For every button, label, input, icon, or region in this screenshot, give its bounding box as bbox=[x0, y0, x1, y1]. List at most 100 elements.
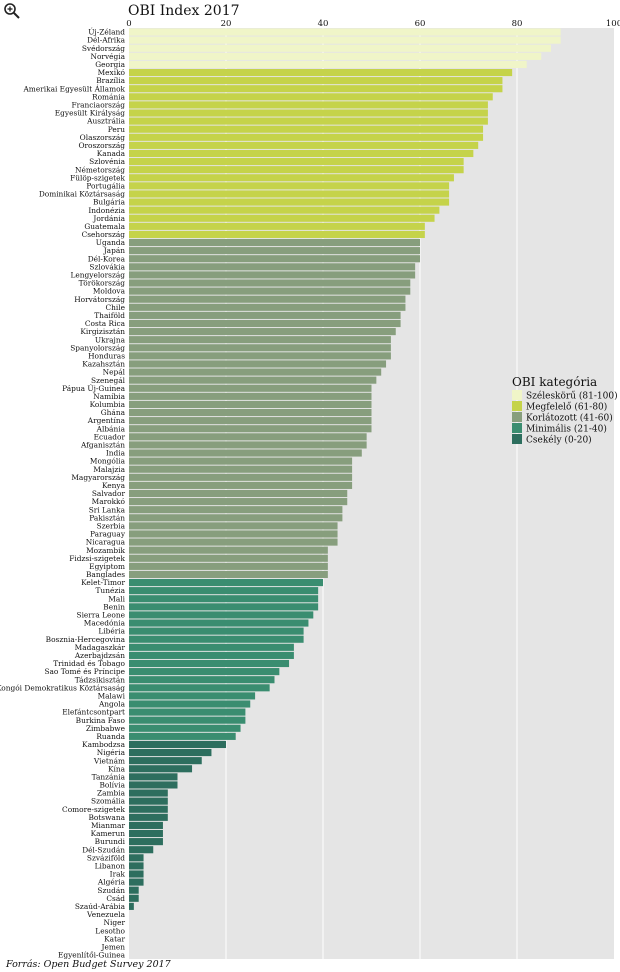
category-label: Dominikai Köztársaság bbox=[39, 190, 125, 199]
category-label: Niger bbox=[104, 918, 126, 927]
bar bbox=[129, 238, 420, 247]
category-label: Ruanda bbox=[96, 732, 125, 741]
category-label: Kenya bbox=[102, 481, 126, 490]
source-note: Forrás: Open Budget Survey 2017 bbox=[6, 959, 171, 970]
legend-swatch bbox=[512, 423, 522, 433]
category-label: Malajzia bbox=[93, 465, 125, 474]
category-label: Spanyolország bbox=[70, 343, 125, 352]
bar bbox=[129, 611, 314, 619]
bar bbox=[129, 149, 474, 158]
category-label: Madagaszkár bbox=[75, 643, 126, 652]
bar bbox=[129, 902, 134, 910]
category-label: Csehország bbox=[82, 230, 126, 239]
category-label: Thaiföld bbox=[94, 311, 125, 320]
category-label: Libanon bbox=[95, 862, 126, 871]
category-label: Szenegál bbox=[91, 376, 126, 385]
bar bbox=[129, 182, 450, 190]
bar bbox=[129, 773, 178, 781]
bar bbox=[129, 368, 382, 376]
category-label: Bolívia bbox=[99, 781, 125, 790]
bar bbox=[129, 724, 241, 732]
bar bbox=[129, 498, 348, 506]
category-label: Sri Lanka bbox=[89, 505, 126, 514]
category-label: Macedónia bbox=[84, 619, 126, 628]
bar bbox=[129, 141, 479, 149]
x-tick-label: 80 bbox=[512, 19, 523, 29]
category-label: Jordánia bbox=[92, 214, 125, 223]
category-label: Pápua Új-Guinea bbox=[62, 384, 125, 393]
bar bbox=[129, 530, 338, 538]
category-label: Szaúd-Arábia bbox=[75, 902, 126, 911]
category-label: Nigéria bbox=[97, 748, 126, 757]
x-tick-label: 40 bbox=[318, 19, 329, 29]
bar bbox=[129, 28, 561, 36]
category-label: Paraguay bbox=[90, 530, 126, 539]
bar bbox=[129, 838, 163, 846]
category-label: Nicaragua bbox=[86, 538, 126, 547]
bar bbox=[129, 797, 168, 805]
chart-title: OBI Index 2017 bbox=[128, 3, 240, 19]
category-label: Malawi bbox=[98, 691, 126, 700]
bar bbox=[129, 255, 420, 263]
category-label: Kambodzsa bbox=[82, 740, 126, 749]
bar bbox=[129, 473, 353, 481]
bar bbox=[129, 425, 372, 433]
category-label: Algéria bbox=[97, 878, 126, 887]
bar bbox=[129, 506, 343, 514]
bar bbox=[129, 279, 411, 287]
category-label: Kirgizisztán bbox=[80, 327, 125, 336]
bar bbox=[129, 222, 425, 230]
x-tick-label: 100 bbox=[606, 19, 620, 29]
bar bbox=[129, 748, 212, 757]
category-label: Mongólia bbox=[90, 457, 126, 466]
category-label: Irak bbox=[110, 870, 126, 879]
category-label: Bulgária bbox=[93, 198, 126, 207]
category-label: Ausztrália bbox=[86, 117, 125, 126]
category-label: Jemen bbox=[101, 942, 126, 951]
bar bbox=[129, 271, 416, 279]
category-label: Fidzsi-szigetek bbox=[69, 554, 125, 563]
bar bbox=[129, 570, 328, 579]
category-label: Egyesült Királyság bbox=[55, 109, 125, 118]
bar bbox=[129, 765, 193, 773]
bar bbox=[129, 740, 226, 749]
bar bbox=[129, 465, 353, 473]
bar bbox=[129, 230, 425, 239]
legend-label: Széleskörű (81-100) bbox=[526, 391, 618, 402]
category-label: Burundi bbox=[95, 837, 126, 846]
bar bbox=[129, 303, 406, 311]
bar bbox=[129, 587, 319, 595]
category-label: Szerbia bbox=[97, 521, 126, 530]
bar bbox=[129, 392, 372, 400]
bar bbox=[129, 578, 323, 587]
bar bbox=[129, 854, 144, 862]
category-label: Honduras bbox=[88, 351, 125, 360]
category-label: Szomália bbox=[91, 797, 126, 806]
bar bbox=[129, 328, 396, 336]
bar bbox=[129, 732, 236, 740]
bar bbox=[129, 538, 338, 546]
x-tick-label: 0 bbox=[126, 19, 131, 29]
category-label: Portugália bbox=[86, 181, 125, 190]
category-label: Namíbia bbox=[93, 392, 125, 401]
category-label: Venezuela bbox=[86, 910, 126, 919]
bar bbox=[129, 336, 391, 344]
category-label: Azerbajdzsán bbox=[74, 651, 125, 660]
legend-swatch bbox=[512, 412, 522, 422]
zoom-in-icon[interactable] bbox=[3, 2, 21, 20]
bar bbox=[129, 481, 353, 489]
category-label: Libéria bbox=[98, 627, 125, 636]
bar bbox=[129, 708, 246, 716]
bar bbox=[129, 627, 304, 635]
bar bbox=[129, 101, 488, 109]
category-label: Sao Tomé és Príncipe bbox=[44, 667, 125, 676]
bar bbox=[129, 813, 168, 821]
category-label: Comore-szigetek bbox=[62, 805, 125, 814]
bar bbox=[129, 668, 280, 676]
legend-label: Csekély (0-20) bbox=[526, 435, 592, 446]
bar bbox=[129, 384, 372, 392]
category-label: Argentína bbox=[87, 416, 126, 425]
bar bbox=[129, 68, 513, 77]
category-label: Lesotho bbox=[95, 926, 125, 935]
